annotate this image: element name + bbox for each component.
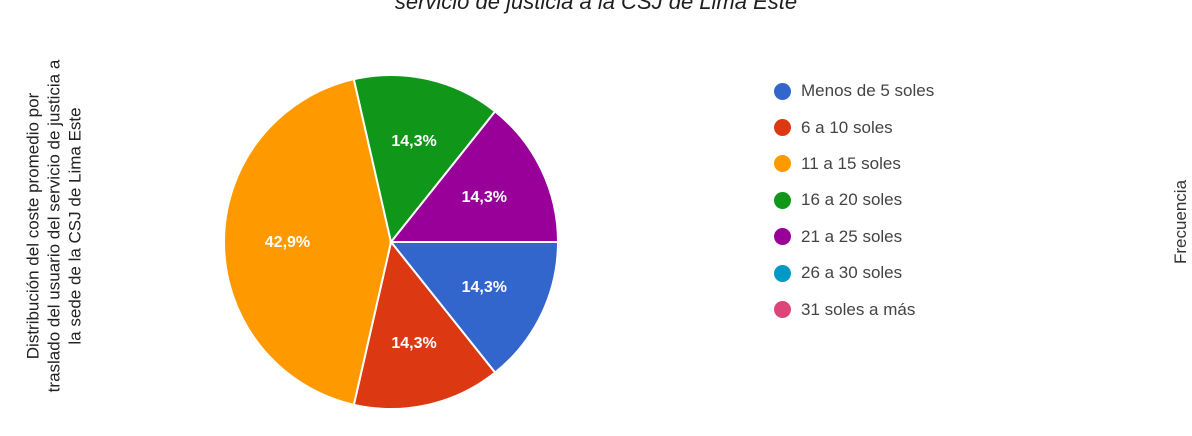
legend-swatch	[774, 82, 791, 100]
slice-value-label-1: 14,3%	[391, 335, 436, 352]
slice-value-label-3: 14,3%	[391, 133, 436, 150]
legend-label: 26 a 30 soles	[801, 263, 903, 283]
pie-slice-4	[388, 110, 560, 243]
legend-label: 16 a 20 soles	[801, 190, 903, 210]
legend-item: 26 a 30 soles	[774, 255, 934, 291]
legend-label: 6 a 10 soles	[801, 117, 893, 137]
legend-label: 21 a 25 soles	[801, 226, 903, 246]
pie-slice-3	[352, 74, 497, 245]
legend-item: 31 soles a más	[774, 291, 934, 327]
legend-swatch	[774, 155, 791, 173]
chart-legend: Menos de 5 soles 6 a 10 soles 11 a 15 sole…	[774, 73, 934, 328]
pie-slice-0	[388, 241, 560, 374]
legend-label: 31 soles a más	[801, 299, 916, 319]
chart-title: servicio de justicia a la CSJ de Lima Es…	[394, 0, 798, 14]
legend-swatch	[774, 191, 791, 209]
legend-label: 11 a 15 soles	[801, 153, 901, 173]
legend-item: 21 a 25 soles	[774, 219, 934, 255]
legend-swatch	[774, 264, 791, 282]
pie-slice-1	[352, 239, 497, 410]
slice-value-label-4: 14,3%	[462, 189, 507, 206]
slice-value-label-0: 14,3%	[462, 279, 507, 296]
legend-item: 11 a 15 soles	[774, 146, 934, 182]
legend-item: 16 a 20 soles	[774, 182, 934, 218]
legend-item: 6 a 10 soles	[774, 109, 934, 145]
legend-swatch	[774, 228, 791, 246]
legend-swatch	[774, 119, 791, 137]
legend-swatch	[774, 301, 791, 319]
pie-chart: 14,3% 14,3% 42,9% 14,3% 14,3%	[223, 74, 560, 410]
legend-item: Menos de 5 soles	[774, 73, 934, 109]
pie-slice-2	[223, 77, 393, 407]
slice-value-label-2: 42,9%	[265, 234, 310, 251]
legend-label: Menos de 5 soles	[801, 81, 935, 101]
